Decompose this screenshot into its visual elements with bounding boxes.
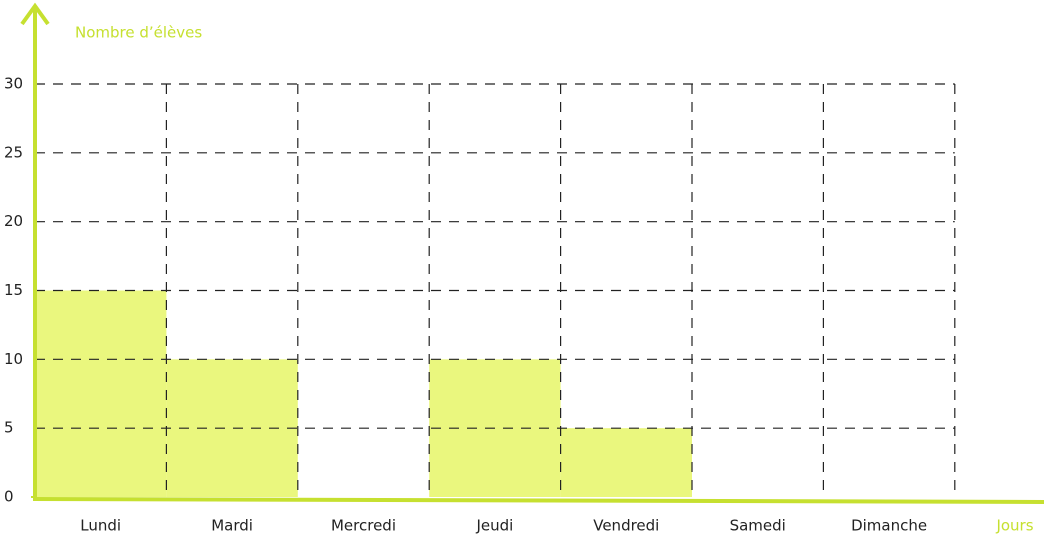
y-tick-label: 30 [4, 75, 23, 93]
y-tick-label: 0 [4, 488, 14, 506]
bar [35, 290, 167, 497]
x-axis-title: Jours [995, 517, 1033, 535]
x-tick-label: Samedi [730, 517, 786, 535]
x-axis [32, 497, 1044, 504]
y-tick-label: 15 [4, 281, 23, 299]
y-axis-title: Nombre d’élèves [75, 24, 202, 42]
y-tick-label: 5 [4, 419, 14, 437]
y-tick-label: 20 [4, 212, 23, 230]
bar [560, 428, 692, 497]
x-tick-label: Dimanche [851, 517, 927, 535]
y-tick-label: 10 [4, 350, 23, 368]
y-axis-arrow [20, 2, 50, 26]
x-tick-label: Jeudi [475, 517, 513, 535]
y-tick-label: 25 [4, 143, 23, 161]
grid [35, 83, 956, 497]
x-tick-label: Vendredi [593, 517, 659, 535]
bars [35, 290, 692, 497]
x-tick-label: Lundi [80, 517, 121, 535]
x-tick-label: Mardi [211, 517, 253, 535]
x-tick-label: Mercredi [331, 517, 396, 535]
